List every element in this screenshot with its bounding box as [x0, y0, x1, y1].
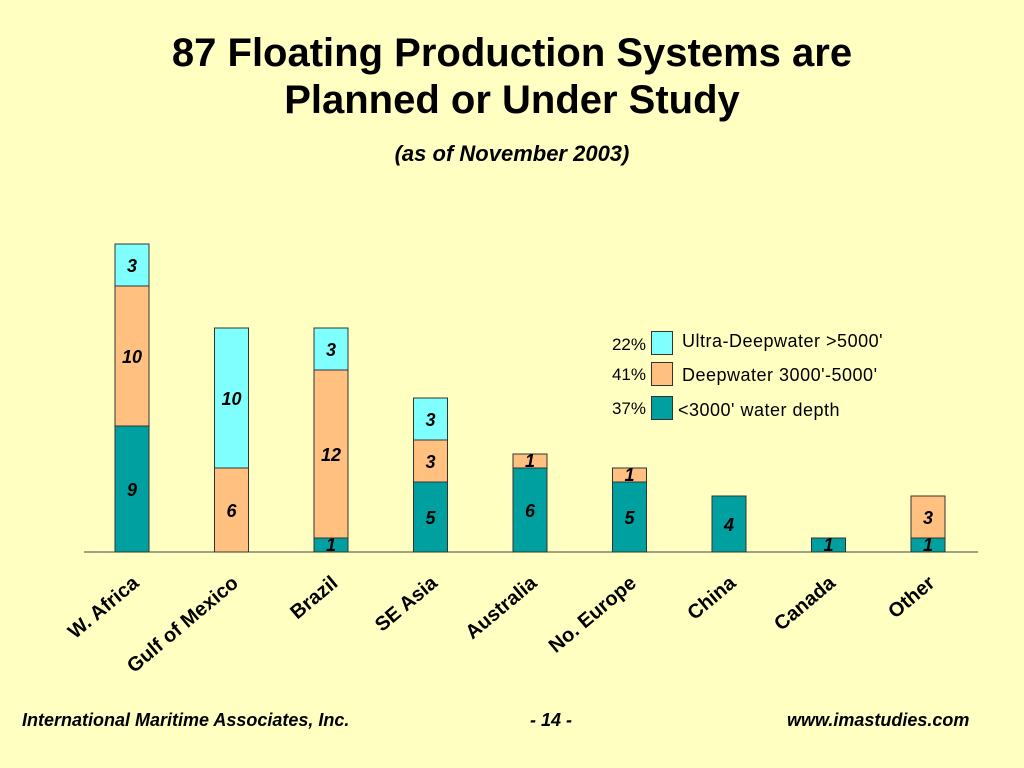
bar-data-label: 6	[226, 501, 237, 521]
bar-segment	[612, 481, 647, 553]
footer-page-number: - 14 -	[530, 710, 573, 730]
bar-data-label: 3	[425, 410, 435, 430]
bar-segment	[313, 369, 349, 539]
footer-company: International Maritime Associates, Inc.	[22, 710, 350, 730]
bar-segment	[612, 467, 647, 483]
category-tick-label: Australia	[462, 571, 542, 643]
bar-segment	[114, 243, 150, 287]
legend-label-shallow: <3000' water depth	[678, 400, 841, 420]
bar-segment	[512, 453, 548, 469]
category-tick-label: Other	[884, 572, 939, 623]
footer-website: www.imastudies.com	[787, 710, 970, 730]
bar-segment	[114, 285, 150, 427]
chart-subtitle: (as of November 2003)	[394, 141, 630, 166]
bar-segment	[512, 467, 548, 553]
category-tick-label: Canada	[770, 571, 840, 635]
bar-segment	[413, 481, 448, 553]
legend-pct-deep: 41%	[611, 365, 646, 384]
bar-segment	[313, 327, 349, 371]
bar-data-label: 12	[321, 445, 341, 465]
bar-data-label: 5	[425, 508, 436, 528]
bar-data-label: 4	[723, 515, 734, 535]
category-tick-label: No. Europe	[545, 572, 641, 657]
title-line-1: 87 Floating Production Systems are	[171, 31, 853, 75]
legend-label-ultra: Ultra-Deepwater >5000'	[682, 331, 884, 351]
category-tick-label: Brazil	[286, 572, 342, 624]
category-tick-label: China	[684, 571, 741, 624]
bar-data-label: 1	[923, 535, 933, 555]
category-tick-label: W. Africa	[64, 571, 144, 643]
bar-segment	[711, 495, 747, 553]
bar-data-label: 3	[326, 340, 336, 360]
category-tick-label: SE Asia	[371, 571, 442, 636]
bar-segment	[910, 495, 946, 539]
bar-segment	[214, 327, 249, 469]
legend-label-deep: Deepwater 3000'-5000'	[682, 365, 878, 385]
bar-data-label: 1	[823, 535, 833, 555]
bar-data-label: 9	[127, 480, 137, 500]
bar-segment	[413, 439, 448, 483]
bar-data-label: 10	[221, 389, 241, 409]
bar-data-label: 1	[525, 451, 535, 471]
bar-data-label: 10	[122, 347, 142, 367]
legend-pct-ultra: 22%	[611, 335, 646, 354]
bar-data-label: 3	[127, 256, 137, 276]
bar-data-label: 3	[923, 508, 933, 528]
bar-segment	[214, 467, 249, 553]
bar-data-label: 1	[624, 465, 634, 485]
legend-swatch-deep	[651, 362, 673, 386]
bar-data-label: 3	[425, 452, 435, 472]
legend-pct-shallow: 37%	[611, 399, 646, 418]
bar-data-label: 1	[326, 535, 336, 555]
bar-data-label: 6	[525, 501, 536, 521]
legend-swatch-ultra	[651, 331, 673, 355]
title-line-2: Planned or Under Study	[284, 78, 740, 122]
chart-title: 87 Floating Production Systems are Plann…	[0, 30, 1024, 124]
bar-segment	[413, 397, 448, 441]
bar-data-label: 5	[624, 508, 635, 528]
bar-segment	[811, 537, 846, 553]
legend-swatch-shallow	[651, 396, 673, 420]
